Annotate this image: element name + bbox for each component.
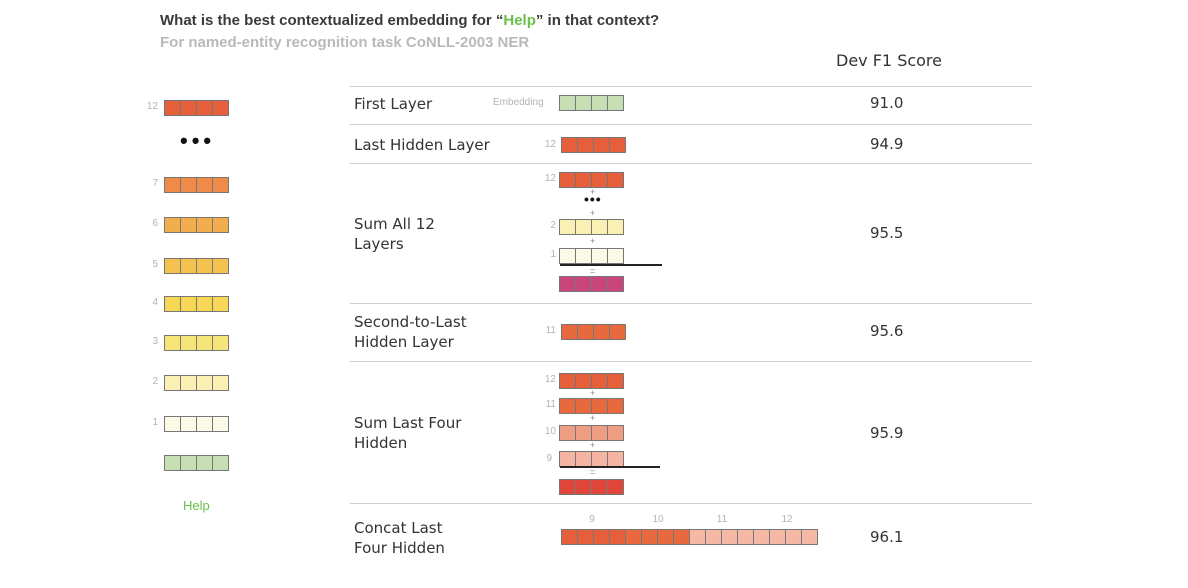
- layer-12-vector: [559, 373, 624, 389]
- row-label-sum-all-12: Sum All 12 Layers: [354, 214, 435, 254]
- layer-11-vector: [559, 398, 624, 414]
- layer-1-vector: [559, 248, 624, 264]
- layer-number: 6: [152, 218, 158, 229]
- row-divider: [350, 124, 1032, 125]
- layer-number: 10: [544, 426, 556, 437]
- label-line: Hidden Layer: [354, 333, 454, 351]
- score-first-layer: 91.0: [870, 94, 904, 112]
- score-sum-last-four: 95.9: [870, 424, 904, 442]
- label-line: Sum Last Four: [354, 414, 462, 432]
- layer-3-vector: [164, 335, 229, 351]
- layer-number: 12: [146, 101, 158, 112]
- sum-line: [560, 264, 662, 266]
- layer-4-vector: [164, 296, 229, 312]
- layer-number: 2: [152, 376, 158, 387]
- embedding-vector: [164, 455, 229, 471]
- score-sum-all-12: 95.5: [870, 224, 904, 242]
- row-divider: [350, 361, 1032, 362]
- row-divider: [350, 303, 1032, 304]
- label-line: Concat Last: [354, 519, 443, 537]
- title-text-end: ” in that context?: [535, 12, 660, 29]
- ellipsis-dots: •••: [584, 191, 602, 207]
- score-concat-last-four: 96.1: [870, 528, 904, 546]
- sum-line: [560, 466, 660, 468]
- label-line: Four Hidden: [354, 539, 445, 557]
- layer-1-vector: [164, 416, 229, 432]
- layer-2-vector: [559, 219, 624, 235]
- layer-11-vector: [561, 324, 626, 340]
- plus-sign: +: [590, 208, 596, 218]
- plus-sign: +: [590, 236, 596, 246]
- score-second-to-last: 95.6: [870, 322, 904, 340]
- label-line: Second-to-Last: [354, 313, 467, 331]
- label-line: Sum All 12: [354, 215, 435, 233]
- layer-6-vector: [164, 217, 229, 233]
- concat-vector: [561, 529, 818, 545]
- layer-5-vector: [164, 258, 229, 274]
- layer-number: 11: [716, 514, 728, 525]
- row-label-second-to-last: Second-to-Last Hidden Layer: [354, 312, 467, 352]
- plus-sign: +: [590, 187, 596, 197]
- row-label-sum-last-four: Sum Last Four Hidden: [354, 413, 461, 453]
- layer-12-vector: [164, 100, 229, 116]
- layer-number: 4: [152, 297, 158, 308]
- row-label-last-hidden-layer: Last Hidden Layer: [354, 136, 490, 154]
- title-text-start: What is the best contextualized embeddin…: [160, 12, 504, 29]
- label-line: Hidden: [354, 434, 408, 452]
- row-divider: [350, 163, 1032, 164]
- layer-number: 9: [546, 453, 552, 464]
- row-divider: [350, 503, 1032, 504]
- row-label-first-layer: First Layer: [354, 95, 433, 113]
- layer-number: 3: [152, 336, 158, 347]
- layer-2-vector: [164, 375, 229, 391]
- layer-number: 12: [544, 173, 556, 184]
- plus-sign: +: [590, 388, 596, 398]
- layer-number: 2: [550, 220, 556, 231]
- row-divider: [350, 86, 1032, 87]
- layer-number: 1: [550, 249, 556, 260]
- embedding-vector: [559, 95, 624, 111]
- layer-number: 12: [544, 374, 556, 385]
- layer-number: 11: [545, 399, 556, 410]
- equals-sign: =: [590, 467, 596, 477]
- layer-number: 10: [652, 514, 664, 525]
- layer-number: 7: [152, 178, 158, 189]
- input-word: Help: [183, 498, 210, 513]
- layer-12-vector: [561, 137, 626, 153]
- layer-number: 1: [152, 417, 158, 428]
- layer-number: 9: [589, 514, 595, 525]
- figure-title: What is the best contextualized embeddin…: [160, 12, 659, 29]
- plus-sign: +: [590, 440, 596, 450]
- embedding-tag: Embedding: [493, 97, 544, 108]
- sum-result-vector: [559, 479, 624, 495]
- equals-sign: =: [590, 266, 596, 276]
- score-column-header: Dev F1 Score: [836, 51, 942, 70]
- ellipsis-dots: •••: [180, 128, 216, 153]
- layer-number: 11: [545, 325, 556, 336]
- row-label-concat-last-four: Concat Last Four Hidden: [354, 518, 445, 558]
- layer-10-vector: [559, 425, 624, 441]
- sum-result-vector: [559, 276, 624, 292]
- title-highlight-word: Help: [503, 12, 536, 29]
- layer-number: 12: [781, 514, 793, 525]
- layer-9-vector: [559, 451, 624, 467]
- layer-7-vector: [164, 177, 229, 193]
- plus-sign: +: [590, 413, 596, 423]
- layer-12-vector: [559, 172, 624, 188]
- layer-number: 12: [544, 139, 556, 150]
- score-last-hidden-layer: 94.9: [870, 135, 904, 153]
- label-line: Layers: [354, 235, 404, 253]
- figure-subtitle: For named-entity recognition task CoNLL-…: [160, 34, 530, 51]
- layer-number: 5: [152, 259, 158, 270]
